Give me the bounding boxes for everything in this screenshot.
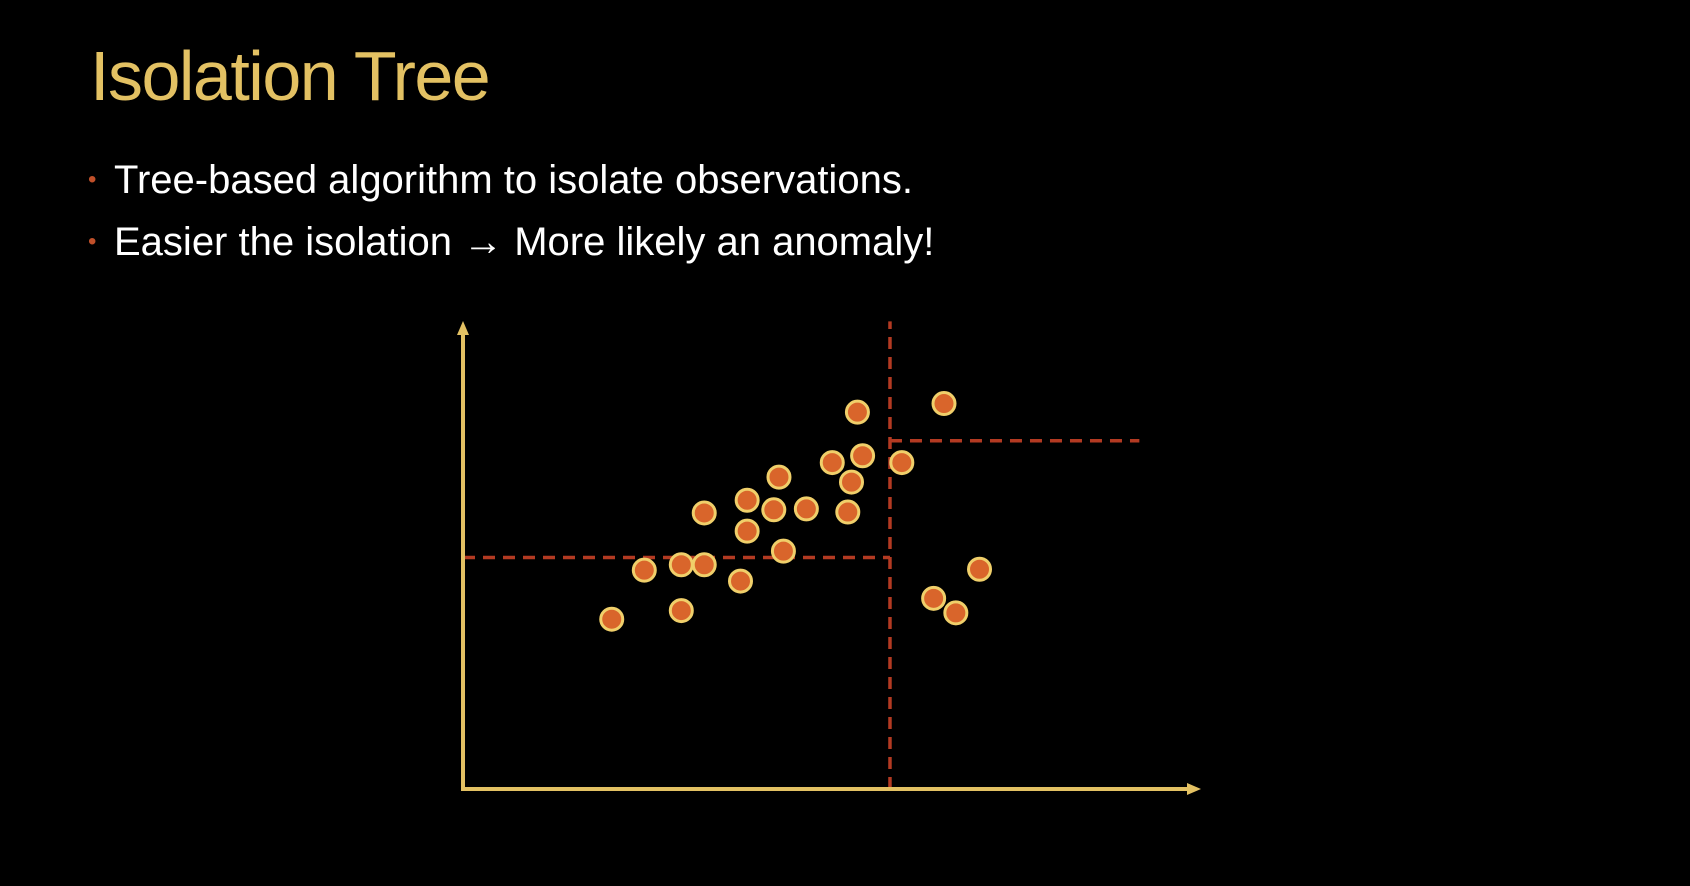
bullet-dot-icon: • [88, 166, 97, 193]
data-point [734, 518, 760, 544]
split-lines [463, 321, 1140, 789]
data-point [668, 552, 694, 578]
data-point [761, 497, 787, 523]
x-axis-arrow-icon [1187, 783, 1201, 795]
data-point [668, 598, 694, 624]
bullet-item: • Tree-based algorithm to isolate observ… [88, 158, 934, 220]
data-point [839, 469, 864, 495]
data-point [691, 552, 717, 578]
data-point [599, 606, 625, 632]
data-point [943, 600, 969, 626]
data-point [931, 391, 957, 417]
data-point [734, 487, 760, 513]
data-point [819, 450, 845, 476]
bullet-dot-icon: • [88, 228, 97, 255]
slide-title: Isolation Tree [90, 37, 491, 115]
data-point [850, 443, 876, 469]
bullet-list: • Tree-based algorithm to isolate observ… [88, 158, 934, 282]
bullet-text: Tree-based algorithm to isolate observat… [114, 158, 913, 202]
data-point [631, 557, 657, 583]
bullet-item: • Easier the isolation → More likely an … [88, 220, 934, 282]
data-point [835, 499, 861, 525]
data-point [793, 496, 819, 522]
data-point [921, 585, 947, 611]
bullet-text: Easier the isolation → More likely an an… [114, 220, 935, 264]
data-point [770, 538, 796, 564]
axes [457, 321, 1201, 795]
data-point [728, 568, 753, 594]
data-point [967, 556, 993, 582]
y-axis-arrow-icon [457, 321, 469, 335]
data-point [691, 500, 717, 526]
data-point [889, 450, 915, 476]
data-point [766, 464, 792, 490]
data-point [844, 399, 870, 425]
data-points [599, 391, 993, 632]
